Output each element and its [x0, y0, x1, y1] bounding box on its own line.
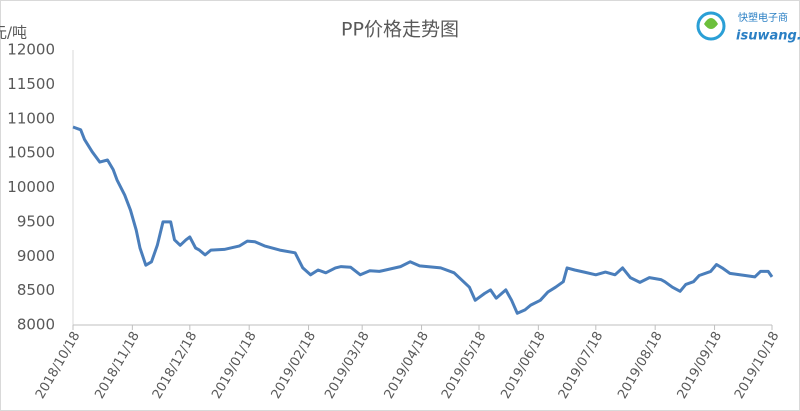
y-tick-label: 8000	[17, 316, 55, 334]
price-line	[72, 125, 774, 315]
logo-leaf	[704, 18, 718, 29]
y-tick-label: 11000	[7, 109, 55, 127]
chart-title: PP价格走势图	[341, 19, 459, 41]
logo: 快塑电子商 isuwang.co	[696, 11, 800, 44]
y-axis-label: 元/吨	[0, 24, 27, 42]
y-tick-label: 11500	[7, 75, 55, 93]
y-tick-label: 9000	[17, 247, 55, 265]
y-tick-label: 9500	[17, 212, 55, 230]
y-tick-label: 10000	[7, 178, 55, 196]
y-tick-label: 10500	[7, 144, 55, 162]
y-tick-label: 8500	[17, 281, 55, 299]
logo-name: 快塑电子商	[738, 11, 788, 24]
y-tick-label: 12000	[7, 41, 55, 59]
logo-icon	[696, 11, 726, 41]
logo-site: isuwang.co	[736, 29, 800, 44]
